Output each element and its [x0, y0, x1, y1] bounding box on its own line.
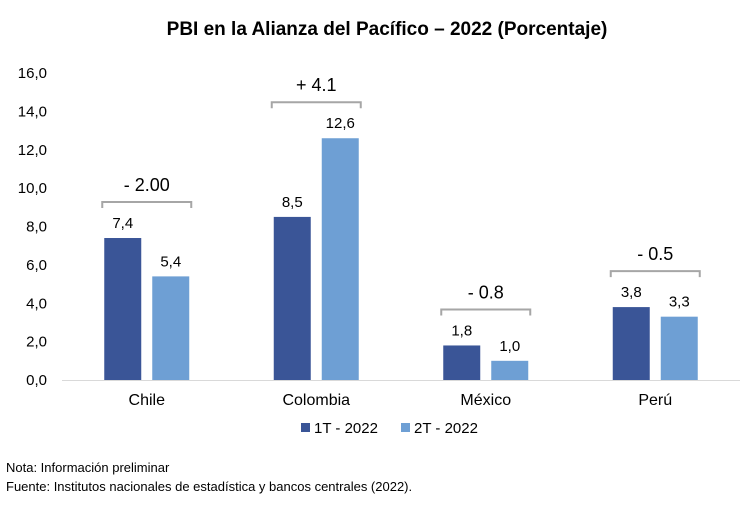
y-tick-label: 8,0 — [26, 219, 47, 236]
legend-swatch — [301, 423, 310, 432]
data-label: 8,5 — [282, 194, 303, 211]
legend-label: 2T - 2022 — [414, 420, 478, 437]
bar-q2 — [321, 138, 359, 380]
data-label: 5,4 — [160, 253, 181, 270]
source-text: Fuente: Institutos nacionales de estadís… — [6, 479, 413, 494]
change-bracket — [609, 270, 701, 278]
bar-chart: PBI en la Alianza del Pacífico – 2022 (P… — [18, 19, 740, 437]
bar-q2 — [660, 316, 698, 380]
data-label: 3,8 — [621, 284, 642, 301]
change-annotation: - 0.8 — [468, 282, 504, 302]
y-tick-label: 0,0 — [26, 372, 47, 389]
chart-title: PBI en la Alianza del Pacífico – 2022 (P… — [167, 19, 608, 40]
legend-swatch — [401, 423, 410, 432]
legend-label: 1T - 2022 — [314, 420, 378, 437]
change-bracket — [440, 308, 532, 316]
bar-q1 — [612, 307, 650, 380]
category-label: Perú — [638, 392, 672, 409]
y-tick-label: 16,0 — [18, 65, 47, 82]
y-tick-label: 6,0 — [26, 257, 47, 274]
change-annotation: - 0.5 — [637, 244, 673, 264]
bar-q2 — [152, 276, 190, 380]
note-text: Nota: Información preliminar — [6, 460, 170, 475]
bar-q1 — [104, 238, 142, 380]
bar-q1 — [443, 345, 481, 380]
y-tick-label: 12,0 — [18, 142, 47, 159]
category-label: Chile — [129, 392, 166, 409]
change-annotation: + 4.1 — [296, 75, 337, 95]
y-tick-label: 14,0 — [18, 103, 47, 120]
bar-q2 — [491, 360, 529, 380]
y-tick-label: 10,0 — [18, 180, 47, 197]
category-label: Colombia — [282, 392, 350, 409]
data-label: 3,3 — [669, 294, 690, 311]
data-label: 1,8 — [451, 322, 472, 339]
chart-notes: Nota: Información preliminar Fuente: Ins… — [6, 458, 412, 496]
change-bracket — [101, 201, 193, 209]
y-tick-label: 2,0 — [26, 334, 47, 351]
data-label: 7,4 — [112, 215, 133, 232]
bar-q1 — [273, 216, 311, 380]
category-label: México — [460, 392, 511, 409]
change-annotation: - 2.00 — [124, 175, 170, 195]
y-tick-label: 4,0 — [26, 295, 47, 312]
change-bracket — [270, 101, 362, 109]
data-label: 1,0 — [499, 338, 520, 355]
data-label: 12,6 — [326, 115, 355, 132]
